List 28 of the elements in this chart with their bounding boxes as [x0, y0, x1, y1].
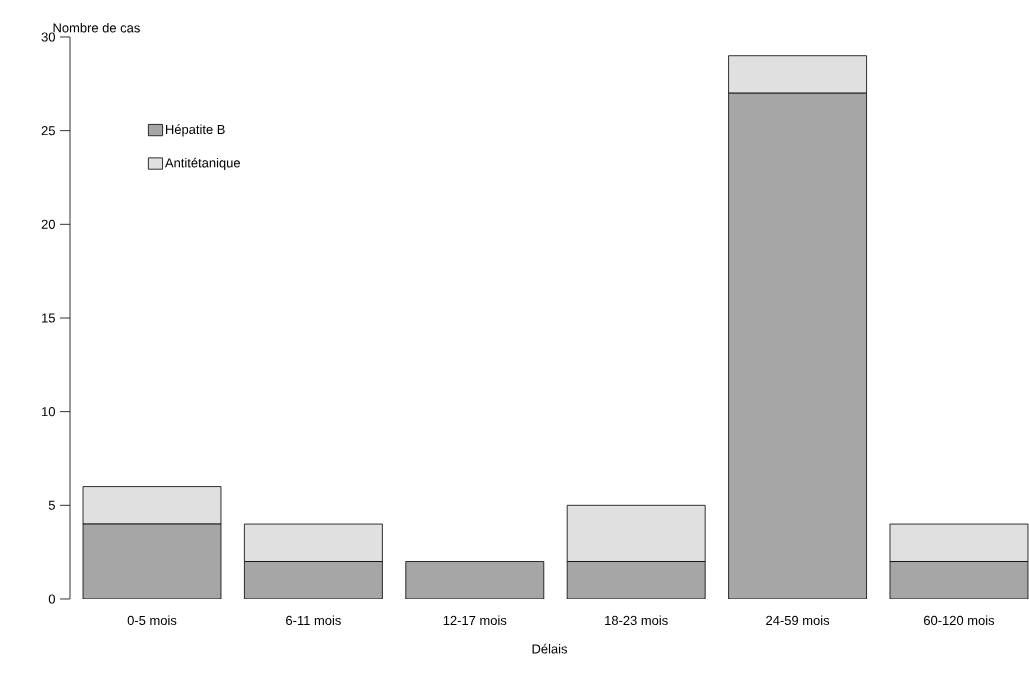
bar: [889, 523, 1029, 562]
legend-label: Hépatite B: [166, 124, 225, 137]
x-tick-label: 18-23 mois: [605, 615, 668, 626]
legend-label: Antitétanique: [165, 157, 240, 171]
bar: [728, 55, 867, 94]
y-tick-label: 0: [48, 594, 55, 604]
y-tick-label: 25: [41, 126, 55, 136]
x-tick-label: 24-59 mois: [766, 615, 830, 626]
bar: [567, 561, 706, 599]
y-tick-label: 30: [41, 32, 55, 42]
bar: [889, 561, 1029, 599]
y-tick-label: 20: [41, 219, 55, 229]
bar: [244, 523, 383, 562]
bar: [83, 524, 221, 599]
y-tick-label: 10: [42, 407, 55, 417]
x-axis-title: Délais: [532, 643, 568, 654]
y-tick-label: 15: [42, 313, 55, 323]
x-tick-label: 60-120 mois: [923, 615, 995, 626]
bar: [566, 504, 706, 562]
bar: [405, 561, 544, 599]
bar: [244, 561, 383, 599]
bar: [82, 486, 222, 525]
x-tick-label: 6-11 mois: [286, 615, 341, 626]
bar: [728, 93, 867, 599]
y-axis-title: Nombre de cas: [53, 22, 140, 33]
y-tick-label: 5: [48, 500, 55, 510]
x-tick-label: 0-5 mois: [127, 615, 177, 626]
x-tick-label: 12-17 mois: [443, 615, 507, 626]
